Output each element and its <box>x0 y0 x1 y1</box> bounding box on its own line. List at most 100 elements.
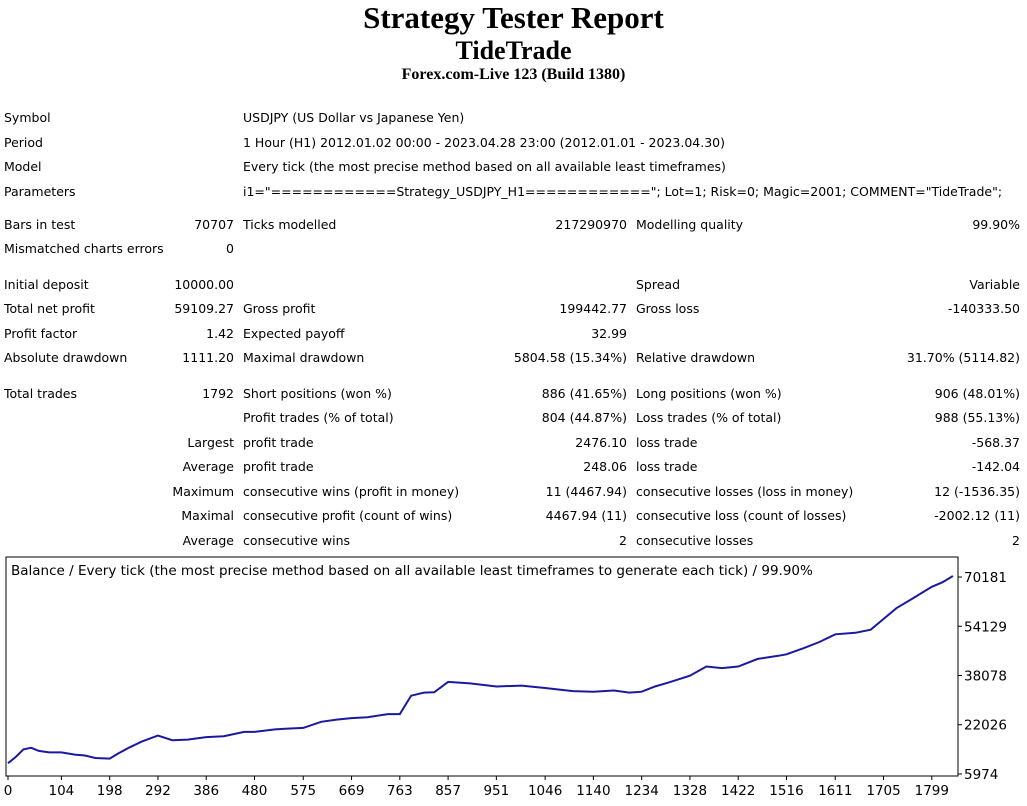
stat-label: Initial deposit <box>4 277 89 292</box>
x-tick-label: 292 <box>145 783 171 799</box>
x-tick-label: 1422 <box>721 783 755 799</box>
stat-label: Modelling quality <box>636 217 744 232</box>
stat-value: 0 <box>226 241 234 256</box>
x-tick-label: 1234 <box>624 783 658 799</box>
stat-label: Relative drawdown <box>636 350 756 365</box>
x-tick-label: 1611 <box>818 783 852 799</box>
stat-label: Spread <box>636 277 681 292</box>
stat-value: Variable <box>969 277 1020 292</box>
stat-value: 906 (48.01%) <box>934 386 1020 401</box>
expert-name: TideTrade <box>455 36 572 65</box>
x-tick-label: 575 <box>290 783 316 799</box>
balance-chart: Balance / Every tick (the most precise m… <box>4 556 1007 799</box>
x-tick-label: 1516 <box>769 783 803 799</box>
stat-value: 2476.10 <box>575 435 627 450</box>
info-label: Symbol <box>4 110 51 125</box>
stat-value: -140333.50 <box>947 301 1020 316</box>
stat-value: 1792 <box>202 386 234 401</box>
server-build: Forex.com-Live 123 (Build 1380) <box>401 66 626 83</box>
info-row-model: Model Every tick (the most precise metho… <box>0 157 1027 177</box>
stat-value: 11 (4467.94) <box>545 484 627 499</box>
stat-value: 31.70% (5114.82) <box>906 350 1020 365</box>
x-tick-label: 104 <box>49 783 75 799</box>
x-tick-label: 1046 <box>528 783 562 799</box>
stat-value: -142.04 <box>971 459 1020 474</box>
stats-row: Profit factor 1.42 Expected payoff 32.99 <box>0 324 1027 344</box>
chart-title: Balance / Every tick (the most precise m… <box>11 563 813 579</box>
stat-value: Average <box>182 533 234 548</box>
y-tick-label: 5974 <box>964 767 998 783</box>
stats-row: Bars in test 70707 Ticks modelled 217290970… <box>0 215 1027 235</box>
info-value: i1="============Strategy_USDJPY_H1======… <box>243 184 1003 199</box>
x-tick-label: 1328 <box>673 783 707 799</box>
stats-row: Average profit trade 248.06 loss trade -142.… <box>0 457 1027 477</box>
stat-label: Absolute drawdown <box>4 350 128 365</box>
stat-value: 59109.27 <box>174 301 234 316</box>
x-tick-label: 386 <box>193 783 219 799</box>
x-tick-label: 480 <box>242 783 268 799</box>
stats-row: Absolute drawdown 1111.20 Maximal drawdown… <box>0 348 1027 368</box>
stat-label: loss trade <box>636 435 698 450</box>
stat-value: 32.99 <box>591 326 627 341</box>
stat-label: Expected payoff <box>243 326 345 341</box>
stat-label: Total trades <box>4 386 78 401</box>
stats-row: Initial deposit 10000.00 Spread Variable <box>0 275 1027 295</box>
y-tick-label: 54129 <box>964 619 1007 635</box>
x-tick-label: 1140 <box>576 783 610 799</box>
stat-label: Gross profit <box>243 301 316 316</box>
stat-label: Gross loss <box>636 301 700 316</box>
stat-label: loss trade <box>636 459 698 474</box>
stat-label: profit trade <box>243 459 314 474</box>
x-tick-label: 0 <box>4 783 13 799</box>
stats-row: Total trades 1792 Short positions (won %) 8… <box>0 384 1027 404</box>
y-tick-label: 22026 <box>964 718 1007 734</box>
x-tick-label: 198 <box>97 783 123 799</box>
stat-label: Ticks modelled <box>243 217 337 232</box>
stat-label: profit trade <box>243 435 314 450</box>
stat-label: Profit factor <box>4 326 78 341</box>
stat-value: -2002.12 (11) <box>934 508 1020 523</box>
stat-label: consecutive wins (profit in money) <box>243 484 460 499</box>
y-tick-label: 38078 <box>964 668 1007 684</box>
x-tick-label: 1705 <box>866 783 900 799</box>
stat-value: 2 <box>619 533 627 548</box>
stat-label: consecutive losses <box>636 533 754 548</box>
stat-value: 5804.58 (15.34%) <box>513 350 627 365</box>
x-tick-label: 951 <box>483 783 509 799</box>
stats-row: Largest profit trade 2476.10 loss trade -568… <box>0 433 1027 453</box>
stat-value: 248.06 <box>583 459 627 474</box>
chart-plot-area <box>5 556 959 777</box>
stat-value: 217290970 <box>555 217 627 232</box>
stat-value: 988 (55.13%) <box>934 410 1020 425</box>
stat-label: Short positions (won %) <box>243 386 392 401</box>
stat-label: Maximal drawdown <box>243 350 365 365</box>
x-tick-label: 763 <box>387 783 413 799</box>
x-tick-label: 669 <box>339 783 365 799</box>
stat-value: Average <box>182 459 234 474</box>
stat-value: 12 (-1536.35) <box>934 484 1020 499</box>
x-tick-label: 1799 <box>915 783 949 799</box>
x-tick-label: 857 <box>435 783 461 799</box>
stat-value: Largest <box>187 435 234 450</box>
stat-label: Bars in test <box>4 217 76 232</box>
stat-value: 886 (41.65%) <box>541 386 627 401</box>
stat-label: Total net profit <box>4 301 95 316</box>
stat-value: 10000.00 <box>174 277 234 292</box>
info-row-period: Period 1 Hour (H1) 2012.01.02 00:00 - 20… <box>0 133 1027 153</box>
stat-value: 199442.77 <box>559 301 627 316</box>
stat-label: consecutive profit (count of wins) <box>243 508 453 523</box>
stats-row: Average consecutive wins 2 consecutive loss… <box>0 531 1027 551</box>
stat-value: 2 <box>1012 533 1020 548</box>
stats-row: Maximum consecutive wins (profit in money… <box>0 482 1027 502</box>
stat-value: Maximum <box>172 484 234 499</box>
info-value: USDJPY (US Dollar vs Japanese Yen) <box>243 110 465 125</box>
stat-label: consecutive loss (count of losses) <box>636 508 847 523</box>
stat-value: 1111.20 <box>182 350 234 365</box>
stat-value: 4467.94 (11) <box>545 508 627 523</box>
stat-label: Long positions (won %) <box>636 386 782 401</box>
stats-row: Maximal consecutive profit (count of wins… <box>0 506 1027 526</box>
stat-value: 99.90% <box>972 217 1020 232</box>
stat-label: Mismatched charts errors <box>4 241 164 256</box>
info-label: Parameters <box>4 184 76 199</box>
stat-value: Maximal <box>181 508 234 523</box>
